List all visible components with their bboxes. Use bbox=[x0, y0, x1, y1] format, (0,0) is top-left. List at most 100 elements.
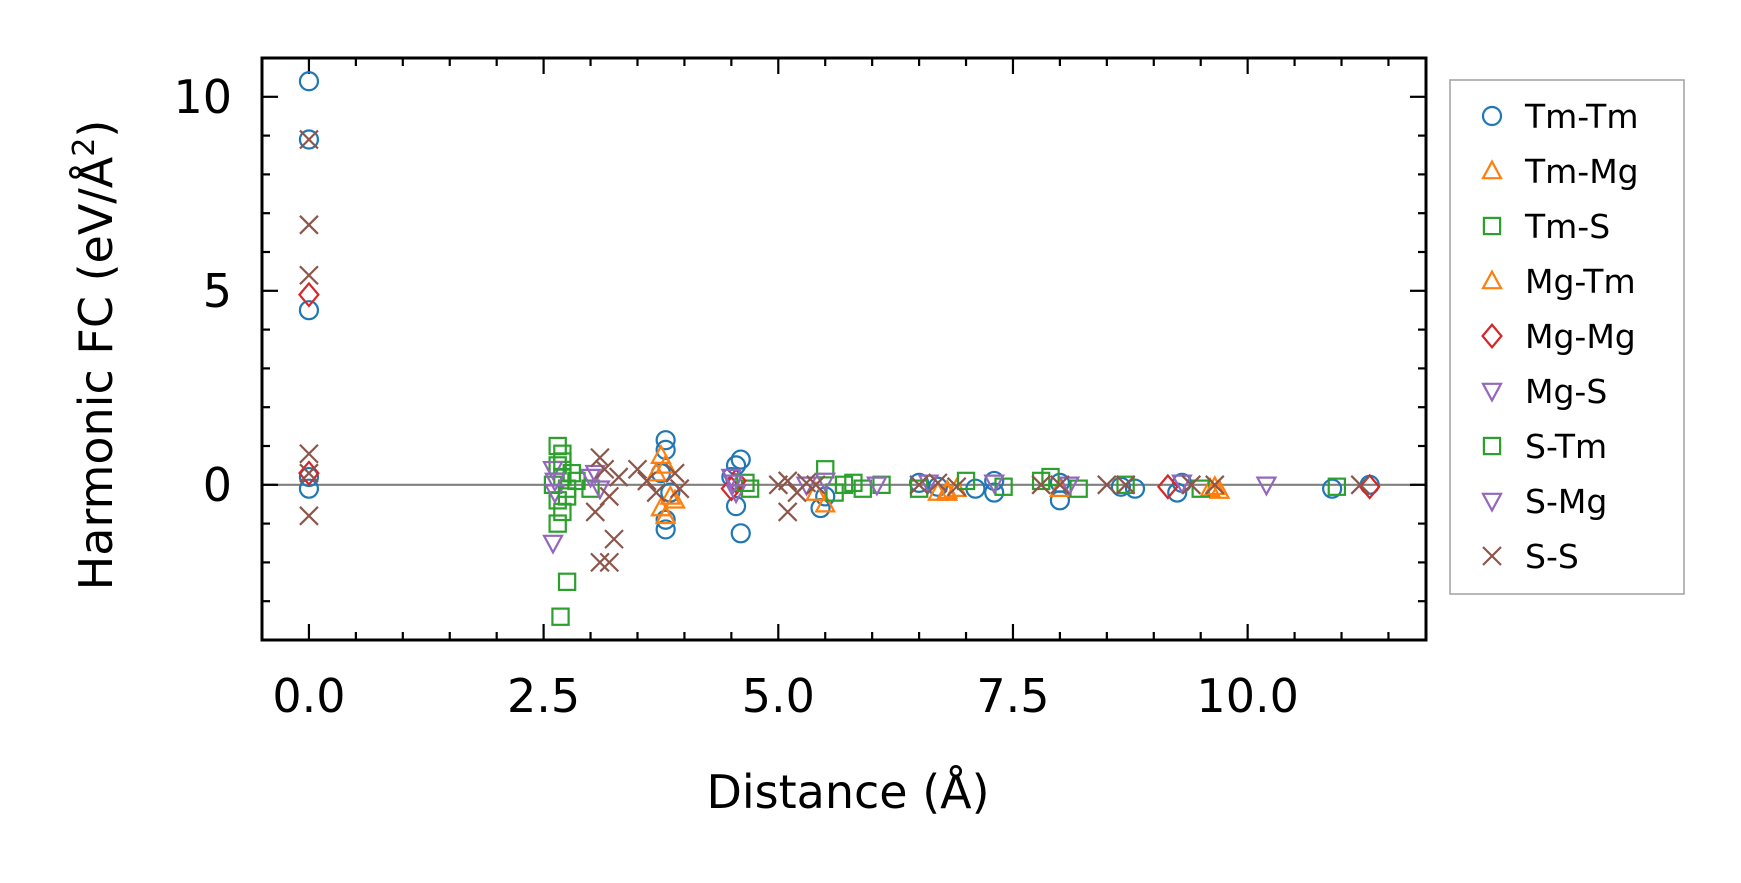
x-stroke bbox=[1050, 475, 1070, 495]
x-stroke bbox=[1097, 475, 1117, 495]
legend-marker bbox=[1481, 382, 1503, 403]
data-point-tm-tm bbox=[927, 476, 948, 497]
legend-label: Tm-S bbox=[1524, 207, 1610, 246]
data-point-mg-tm bbox=[664, 488, 686, 509]
data-point-tm-s bbox=[1327, 477, 1347, 496]
data-point-mg-mg bbox=[1156, 473, 1179, 500]
data-point-tm-tm bbox=[984, 482, 1005, 503]
data-point-s-s bbox=[299, 215, 319, 235]
y-tick-label: 10 bbox=[173, 70, 232, 124]
data-point-tm-tm bbox=[815, 486, 836, 507]
y-axis-label: Harmonic FC (eV/Å2) bbox=[67, 120, 123, 591]
legend-item-s-tm: S-Tm bbox=[1482, 427, 1607, 466]
x-stroke bbox=[946, 476, 967, 497]
data-point-tm-tm bbox=[1049, 490, 1071, 511]
x-tick-label: 5.0 bbox=[742, 669, 815, 723]
data-point-tm-mg bbox=[1049, 476, 1071, 497]
data-point-tm-s bbox=[1069, 479, 1088, 498]
legend: Tm-Tm Tm-Mg Tm-S Mg-Tm Mg-Mg Mg-S S-Tm S-Mg S-S bbox=[1449, 79, 1685, 595]
data-point-tm-s bbox=[816, 460, 835, 479]
x-stroke bbox=[590, 552, 610, 573]
data-point-s-s bbox=[599, 486, 620, 507]
x-stroke bbox=[299, 265, 319, 286]
legend-label: S-Mg bbox=[1525, 482, 1607, 521]
series-mg-tm bbox=[645, 461, 1226, 509]
data-point-s-s bbox=[777, 502, 798, 522]
data-point-tm-s bbox=[956, 471, 976, 491]
data-point-s-mg bbox=[1171, 474, 1193, 495]
data-point-s-s bbox=[299, 443, 319, 464]
x-stroke bbox=[928, 473, 948, 493]
x-tick-label: 0.0 bbox=[272, 669, 345, 723]
data-point-mg-s bbox=[579, 468, 602, 489]
x-stroke bbox=[1115, 475, 1136, 495]
x-tick-label: 2.5 bbox=[507, 669, 580, 723]
data-point-s-s bbox=[909, 475, 929, 495]
y-tick-label: 0 bbox=[203, 458, 232, 512]
data-point-tm-tm bbox=[298, 129, 320, 150]
axis-labels: Distance (Å) Harmonic FC (eV/Å2) bbox=[67, 120, 990, 819]
x-stroke bbox=[669, 478, 690, 499]
data-point-s-s bbox=[646, 482, 667, 503]
data-point-s-s bbox=[665, 463, 685, 483]
data-point-tm-s bbox=[853, 479, 872, 498]
data-point-mg-s bbox=[795, 476, 818, 497]
y-axis-label-exponent: 2 bbox=[67, 138, 102, 157]
x-tick-label: 10.0 bbox=[1196, 669, 1298, 723]
x-stroke bbox=[1031, 475, 1051, 495]
data-point-s-tm bbox=[1116, 475, 1135, 495]
data-point-tm-tm bbox=[730, 449, 751, 470]
x-stroke bbox=[604, 529, 624, 549]
x-stroke bbox=[777, 502, 798, 522]
data-point-s-s bbox=[1097, 475, 1117, 495]
legend-marker bbox=[1481, 159, 1503, 180]
x-stroke bbox=[599, 486, 620, 507]
data-point-tm-mg bbox=[1199, 476, 1221, 497]
y-axis-label-close: ) bbox=[69, 120, 123, 138]
x-stroke bbox=[1205, 475, 1225, 495]
legend-label: Mg-S bbox=[1525, 372, 1607, 411]
x-stroke bbox=[627, 459, 648, 480]
data-point-s-s bbox=[299, 506, 319, 526]
legend-item-mg-s: Mg-S bbox=[1481, 372, 1607, 411]
data-point-tm-tm bbox=[655, 509, 676, 530]
data-point-tm-mg bbox=[804, 480, 827, 501]
data-point-s-s bbox=[1115, 475, 1136, 495]
plot-frame bbox=[260, 56, 1428, 642]
series-mg-s bbox=[542, 460, 1278, 555]
x-stroke bbox=[594, 459, 615, 480]
data-point-s-s bbox=[637, 471, 657, 491]
data-point-tm-s bbox=[1041, 467, 1060, 487]
data-point-s-s bbox=[608, 467, 629, 487]
data-point-mg-tm bbox=[645, 461, 668, 482]
data-point-tm-mg bbox=[659, 484, 682, 505]
data-points bbox=[298, 71, 1381, 626]
data-point-mg-mg bbox=[298, 460, 320, 487]
data-point-tm-mg bbox=[1208, 478, 1231, 499]
data-point-tm-s bbox=[557, 572, 577, 592]
x-stroke bbox=[608, 467, 629, 487]
x-stroke bbox=[665, 463, 685, 483]
series-s-mg bbox=[544, 464, 1193, 495]
data-point-s-s bbox=[1181, 475, 1202, 495]
data-point-s-tm bbox=[844, 473, 863, 493]
data-point-s-s bbox=[590, 552, 610, 573]
legend-marker bbox=[1481, 492, 1503, 513]
data-point-s-s bbox=[946, 476, 967, 497]
legend-label: S-Tm bbox=[1525, 427, 1607, 466]
data-point-tm-tm bbox=[1049, 472, 1071, 493]
data-point-mg-tm bbox=[936, 478, 959, 499]
data-point-mg-s bbox=[814, 472, 837, 493]
legend-item-tm-mg: Tm-Mg bbox=[1481, 152, 1639, 191]
legend-item-mg-mg: Mg-Mg bbox=[1481, 317, 1636, 356]
x-stroke bbox=[1350, 475, 1371, 495]
data-point-s-tm bbox=[1031, 471, 1051, 491]
x-stroke bbox=[599, 552, 620, 573]
data-point-s-s bbox=[928, 473, 948, 493]
legend-label: S-S bbox=[1525, 537, 1579, 576]
data-point-tm-tm bbox=[298, 478, 320, 499]
data-point-tm-tm bbox=[655, 439, 676, 460]
data-point-mg-s bbox=[983, 474, 1006, 495]
data-point-mg-s bbox=[1058, 476, 1081, 497]
legend-item-tm-s: Tm-S bbox=[1482, 207, 1610, 246]
